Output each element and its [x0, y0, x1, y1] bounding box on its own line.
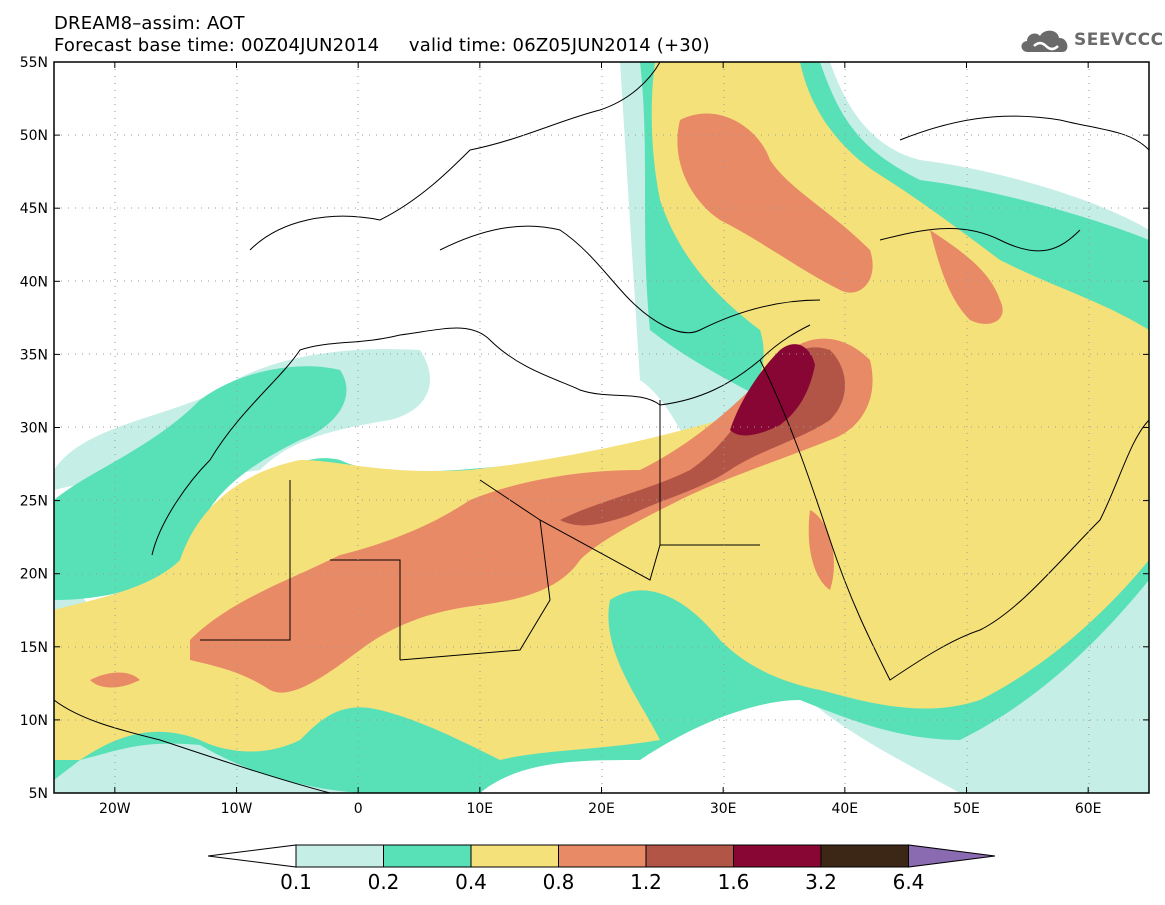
aot-fields	[54, 62, 1149, 793]
lat-tick-label: 50N	[20, 128, 48, 144]
lat-tick-label: 55N	[20, 55, 48, 71]
colorbar-label: 0.4	[455, 870, 487, 894]
colorbar-cell	[383, 844, 472, 868]
graticule	[54, 62, 1149, 793]
lon-tick-label: 30E	[710, 801, 737, 817]
colorbar-label: 1.6	[718, 870, 750, 894]
lat-tick-label: 5N	[29, 786, 48, 802]
brand-name: SEEVCCC	[1074, 30, 1164, 50]
lat-tick-label: 20N	[20, 567, 48, 583]
colorbar-cell	[558, 844, 647, 868]
colorbar-label: 0.1	[280, 870, 312, 894]
lat-tick-label: 15N	[20, 640, 48, 656]
lon-tick-label: 0	[354, 801, 363, 817]
lat-tick-label: 35N	[20, 347, 48, 363]
lat-tick-label: 30N	[20, 421, 48, 437]
colorbar-label: 1.2	[630, 870, 662, 894]
lat-tick-label: 40N	[20, 274, 48, 290]
lon-tick-label: 60E	[1075, 801, 1102, 817]
colorbar-label: 0.8	[543, 870, 575, 894]
lon-tick-label: 20W	[99, 801, 131, 817]
lat-tick-label: 45N	[20, 201, 48, 217]
lon-tick-label: 10E	[466, 801, 493, 817]
colorbar-cell	[733, 844, 822, 868]
colorbar-label: 0.2	[368, 870, 400, 894]
map-title: DREAM8–assim: AOT	[54, 13, 245, 34]
lon-tick-label: 10W	[221, 801, 253, 817]
colorbar-cell	[295, 844, 384, 868]
colorbar-cell	[820, 844, 909, 868]
lon-tick-label: 50E	[953, 801, 980, 817]
colorbar-cell	[645, 844, 734, 868]
coastlines	[54, 62, 1149, 793]
lon-tick-label: 40E	[831, 801, 858, 817]
lon-tick-label: 20E	[588, 801, 615, 817]
lat-tick-label: 25N	[20, 494, 48, 510]
colorbar-over-arrow	[908, 844, 996, 868]
forecast-time-line: Forecast base time: 00Z04JUN2014 valid t…	[54, 35, 710, 56]
colorbar-label: 3.2	[805, 870, 837, 894]
lat-tick-label: 10N	[20, 713, 48, 729]
colorbar-under-arrow	[207, 844, 297, 868]
cloud-logo-icon	[1021, 30, 1068, 52]
colorbar-label: 6.4	[893, 870, 925, 894]
colorbar-cell	[470, 844, 559, 868]
